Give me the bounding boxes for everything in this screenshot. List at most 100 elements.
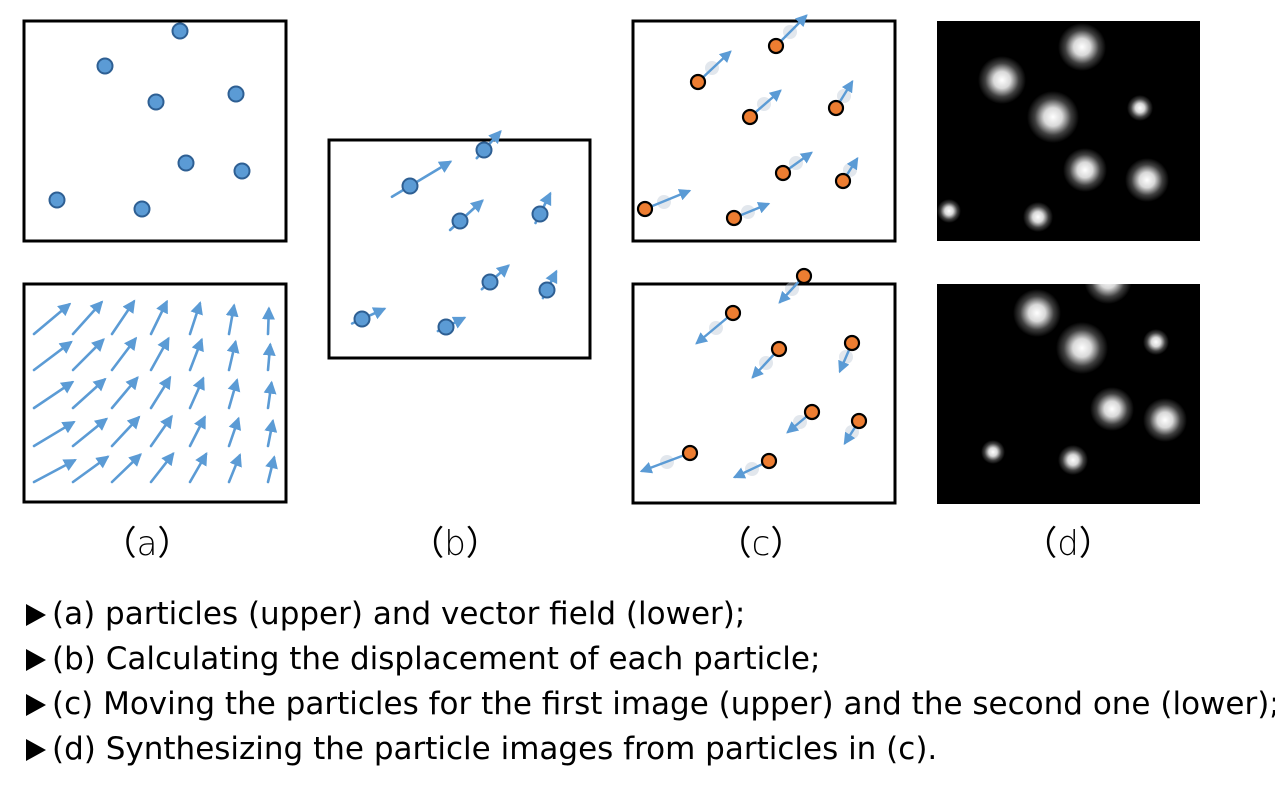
panel-d-first-image: [937, 21, 1200, 241]
particle: [353, 310, 371, 328]
particle-glow: [1027, 91, 1079, 143]
particle-glow: [1023, 202, 1053, 232]
particle-glow: [1056, 322, 1108, 374]
displacement-arrow: [264, 418, 278, 448]
bullet-text-c: (c) Moving the particles for the first i…: [52, 686, 1275, 722]
particle: [451, 212, 469, 230]
bullet-text-a: (a) particles (upper) and vector field (…: [52, 596, 746, 632]
caption-d: （d）: [1023, 524, 1113, 564]
displacement-arrow: [110, 336, 138, 372]
moved-particle: [636, 200, 654, 218]
particle-glow: [1127, 95, 1153, 121]
moved-particle: [724, 304, 742, 322]
displacement-arrow: [188, 337, 204, 372]
particle-glow: [1013, 289, 1061, 337]
displacement-arrow: [225, 303, 239, 336]
particle: [48, 191, 66, 209]
particle-glow: [1125, 158, 1169, 202]
displacement-arrow: [149, 375, 172, 410]
bullet-text-b: (b) Calculating the displacement of each…: [52, 641, 821, 677]
particle: [538, 281, 556, 299]
displacement-arrow: [188, 376, 205, 410]
displacement-arrow: [390, 160, 453, 199]
displacement-arrow: [227, 378, 241, 410]
panel-b-displacement: [327, 130, 592, 360]
moved-particle: [767, 37, 785, 55]
bullet-arrow-icon: [26, 693, 46, 716]
moved-particle: [689, 73, 707, 91]
particle-glow: [1143, 329, 1169, 355]
particle-glow: [978, 56, 1026, 104]
moved-particle: [803, 403, 821, 421]
caption-b: （b）: [410, 524, 500, 564]
displacement-arrow: [32, 459, 77, 484]
displacement-arrow: [149, 451, 175, 484]
particle-glow: [1143, 398, 1187, 442]
bullet-item-b: (b) Calculating the displacement of each…: [26, 637, 1275, 682]
bullet-text-d: (d) Synthesizing the particle images fro…: [52, 731, 938, 767]
moved-particle: [774, 164, 792, 182]
bullet-arrow-icon: [26, 603, 46, 626]
displacement-arrow: [149, 299, 168, 336]
bullet-item-c: (c) Moving the particles for the first i…: [26, 682, 1275, 727]
particle: [531, 205, 549, 223]
bullet-arrow-icon: [26, 738, 46, 761]
caption-a: （a）: [102, 524, 192, 564]
bullet-item-a: (a) particles (upper) and vector field (…: [26, 592, 1275, 637]
displacement-arrow: [71, 338, 105, 372]
displacement-arrow: [188, 301, 203, 336]
displacement-arrow: [32, 420, 76, 448]
bullet-arrow-icon: [26, 648, 46, 671]
displacement-arrow: [110, 415, 141, 448]
moved-particle: [843, 334, 861, 352]
displacement-arrow: [265, 455, 278, 484]
moved-particle: [770, 340, 788, 358]
displacement-arrow: [71, 455, 110, 484]
moved-particle: [681, 444, 699, 462]
panel-c-first-image: [631, 14, 897, 243]
displacement-arrow: [110, 453, 142, 484]
moved-particle: [827, 99, 845, 117]
particle-glow: [1063, 148, 1107, 192]
particle-glow: [1058, 23, 1106, 71]
particle: [96, 57, 114, 75]
displacement-arrow: [226, 339, 240, 372]
displacement-arrow: [227, 416, 242, 448]
displacement-arrow: [262, 342, 276, 372]
panel-a-vector-field: [22, 282, 288, 504]
displacement-arrow: [262, 306, 276, 336]
panel-d-second-image: [937, 284, 1200, 504]
particle-glow: [1084, 284, 1132, 304]
panel-a-particles: [22, 19, 288, 243]
figure: [22, 14, 1200, 505]
moved-particle: [834, 172, 852, 190]
particle: [133, 200, 151, 218]
particle: [177, 154, 195, 172]
displacement-arrow: [71, 377, 107, 410]
displacement-arrow: [110, 299, 136, 336]
panel-c-second-image: [631, 267, 897, 505]
particle: [171, 22, 189, 40]
description-list: (a) particles (upper) and vector field (…: [26, 592, 1275, 772]
moved-particle: [795, 267, 813, 285]
displacement-arrow: [227, 453, 242, 484]
particle-glow: [1058, 445, 1088, 475]
displacement-arrow: [188, 415, 206, 448]
particle: [481, 273, 499, 291]
displacement-arrow: [188, 452, 208, 484]
particle: [437, 318, 455, 336]
displacement-arrow: [263, 380, 277, 410]
displacement-arrow: [32, 380, 75, 410]
bullet-item-d: (d) Synthesizing the particle images fro…: [26, 727, 1275, 772]
particle: [233, 162, 251, 180]
displacement-arrow: [639, 451, 692, 474]
displacement-arrow: [149, 336, 170, 372]
displacement-arrow: [32, 340, 73, 372]
displacement-arrow: [149, 414, 173, 448]
moved-particle: [760, 452, 778, 470]
particle: [227, 85, 245, 103]
displacement-arrow: [71, 417, 109, 448]
moved-particle: [850, 412, 868, 430]
moved-particle: [741, 108, 759, 126]
particle: [401, 177, 419, 195]
